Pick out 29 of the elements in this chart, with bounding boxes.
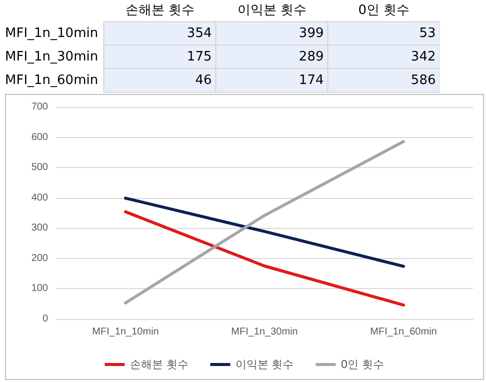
- x-tick-label: 손해본 횟수: [125, 3, 195, 18]
- x-tick-label: MFI_1n_10min: [92, 326, 159, 338]
- y-tick-label: 100: [31, 283, 48, 294]
- y-tick-label: 200: [31, 252, 48, 264]
- data-label: 175: [186, 50, 212, 64]
- legend-label: 손해본 횟수: [130, 358, 188, 371]
- y-tick-label: MFI_1n_10min: [5, 26, 98, 42]
- legend-label: 이익본 횟수: [235, 358, 294, 371]
- y-tick-label: MFI_1n_60min: [5, 72, 98, 88]
- data-label: 586: [410, 72, 436, 88]
- data-label: 289: [298, 50, 324, 64]
- data-label: 53: [419, 26, 436, 42]
- data-label: 342: [410, 50, 436, 64]
- data-label: 174: [298, 72, 324, 88]
- x-tick-label: 이익본 횟수: [237, 3, 307, 18]
- legend-label: 0인 횟수: [340, 358, 384, 371]
- x-tick-label: MFI_1n_30min: [231, 326, 298, 338]
- y-tick-label: 600: [31, 132, 48, 143]
- y-tick-label: 500: [31, 162, 48, 174]
- y-tick-label: 700: [31, 102, 48, 112]
- x-tick-label: 0인 횟수: [358, 3, 410, 18]
- y-tick-label: 300: [31, 222, 48, 234]
- data-label: 399: [298, 26, 324, 42]
- y-tick-label: 0: [42, 314, 48, 324]
- y-tick-label: MFI_1n_30min: [5, 50, 98, 64]
- y-tick-label: 400: [31, 192, 48, 204]
- x-tick-label: MFI_1n_60min: [370, 326, 437, 338]
- data-label: 354: [186, 26, 212, 42]
- data-label: 46: [195, 72, 212, 88]
